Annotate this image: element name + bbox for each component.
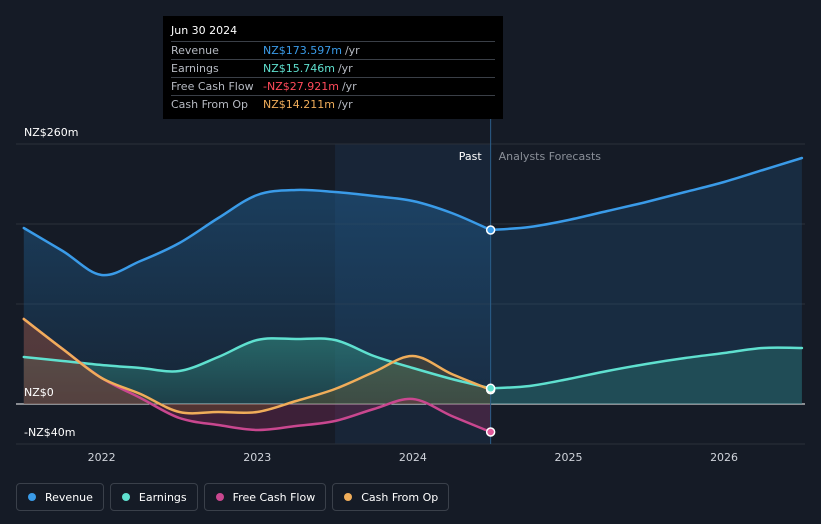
x-tick-label: 2024 xyxy=(399,451,427,464)
tooltip-value: NZ$15.746m xyxy=(263,62,335,75)
tooltip-value: -NZ$27.921m xyxy=(263,80,339,93)
tooltip-row-cash-from-op: Cash From Op NZ$14.211m /yr xyxy=(171,95,495,113)
legend-item-earnings[interactable]: Earnings xyxy=(109,483,198,511)
tooltip-value: NZ$173.597m xyxy=(263,44,342,57)
tooltip-label: Cash From Op xyxy=(171,98,249,111)
earnings-area xyxy=(23,338,491,404)
cash-from-op-area xyxy=(23,319,491,414)
free-cash-flow-marker xyxy=(485,427,496,437)
legend-dot-icon xyxy=(121,493,130,501)
series-fills xyxy=(23,158,802,432)
revenue-forecast-line xyxy=(489,156,804,232)
legend-item-free-cash-flow[interactable]: Free Cash Flow xyxy=(203,483,327,511)
tooltip-value: NZ$14.211m xyxy=(263,98,335,111)
tooltip-unit: /yr xyxy=(337,62,353,75)
x-tick-label: 2023 xyxy=(243,451,271,464)
tooltip-date: Jun 30 2024 xyxy=(171,24,238,37)
past-label: Past xyxy=(459,150,483,163)
revenue-forecast-area xyxy=(490,158,802,404)
free-cash-flow-area xyxy=(23,319,491,432)
earnings-line xyxy=(22,337,492,390)
tooltip-row-earnings: Earnings NZ$15.746m /yr xyxy=(171,59,495,77)
legend-label: Free Cash Flow xyxy=(232,490,316,504)
x-tick-label: 2022 xyxy=(88,451,116,464)
tooltip-label: Revenue xyxy=(171,44,219,57)
x-tick-label: 2026 xyxy=(710,451,738,464)
y-tick-label: NZ$260m xyxy=(24,126,78,139)
legend-dot-icon xyxy=(28,493,36,501)
y-tick-label: NZ$0 xyxy=(24,386,54,399)
series-markers xyxy=(485,225,496,437)
legend-label: Revenue xyxy=(45,490,93,504)
tooltip: Jun 30 2024 Revenue NZ$173.597m /yr Earn… xyxy=(163,16,503,119)
revenue-area xyxy=(23,189,491,404)
legend: Revenue Earnings Free Cash Flow Cash Fro… xyxy=(16,483,455,511)
legend-label: Cash From Op xyxy=(361,490,439,504)
legend-item-cash-from-op[interactable]: Cash From Op xyxy=(332,483,450,511)
tooltip-unit: /yr xyxy=(337,98,353,111)
x-axis-labels: 2022 2023 2024 2025 2026 xyxy=(88,451,738,464)
tooltip-unit: /yr xyxy=(344,44,360,57)
tooltip-row-free-cash-flow: Free Cash Flow -NZ$27.921m /yr xyxy=(171,77,495,95)
tooltip-label: Free Cash Flow xyxy=(171,80,254,93)
earnings-forecast-line xyxy=(489,346,804,390)
tooltip-label: Earnings xyxy=(171,62,219,75)
legend-item-revenue[interactable]: Revenue xyxy=(16,483,104,511)
cash-from-op-line xyxy=(22,317,492,415)
legend-dot-icon xyxy=(344,493,353,501)
tooltip-row-revenue: Revenue NZ$173.597m /yr xyxy=(171,41,495,59)
revenue-marker xyxy=(485,225,496,235)
tooltip-unit: /yr xyxy=(341,80,357,93)
y-tick-label: -NZ$40m xyxy=(24,426,75,439)
legend-dot-icon xyxy=(215,493,224,501)
revenue-line xyxy=(22,188,492,277)
earnings-forecast-area xyxy=(490,347,802,404)
analysts-forecasts-label: Analysts Forecasts xyxy=(499,150,602,163)
earnings-marker xyxy=(485,383,496,394)
series-lines xyxy=(22,156,804,434)
y-axis-labels: NZ$260m NZ$0 -NZ$40m xyxy=(24,126,78,439)
x-tick-label: 2025 xyxy=(554,451,582,464)
legend-label: Earnings xyxy=(138,490,187,504)
